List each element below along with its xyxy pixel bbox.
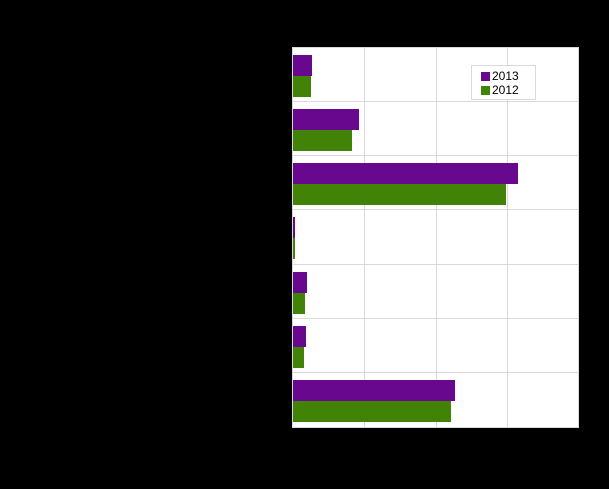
category-band (293, 319, 578, 373)
category-band (293, 102, 578, 157)
category-band (293, 265, 578, 319)
legend-label-2013: 2013 (492, 69, 519, 83)
bar-2013-cat7 (293, 379, 456, 401)
vertical-gridline (506, 48, 508, 427)
bar-2013-cat6 (293, 325, 306, 347)
bar-2012-cat2 (293, 130, 353, 152)
bar-2012-cat3 (293, 184, 507, 206)
bar-2013-cat2 (293, 109, 359, 131)
bar-2013-cat4 (293, 217, 296, 239)
legend-swatch-2012 (481, 86, 490, 95)
bar-2013-cat5 (293, 271, 307, 293)
category-band (293, 48, 578, 103)
vertical-gridline (364, 48, 366, 427)
category-band (293, 210, 578, 265)
category-band (293, 156, 578, 211)
vertical-gridline (435, 48, 437, 427)
legend-item-2012: 2012 (481, 84, 535, 97)
bar-2012-cat6 (293, 346, 305, 368)
plot-area: 2013 2012 (292, 47, 579, 428)
bar-2013-cat1 (293, 55, 313, 76)
bar-2012-cat5 (293, 292, 306, 314)
legend-label-2012: 2012 (492, 83, 519, 97)
bar-2012-cat7 (293, 400, 452, 422)
category-band (293, 373, 578, 427)
legend: 2013 2012 (471, 65, 536, 100)
bar-2012-cat4 (293, 238, 296, 260)
bar-2012-cat1 (293, 76, 311, 97)
legend-swatch-2013 (481, 72, 490, 81)
bar-2013-cat3 (293, 163, 519, 185)
legend-item-2013: 2013 (481, 70, 535, 83)
